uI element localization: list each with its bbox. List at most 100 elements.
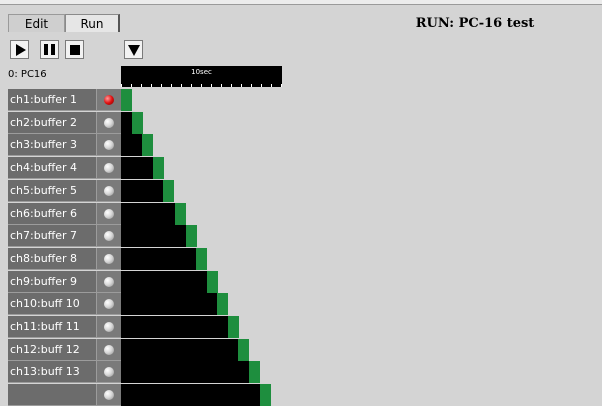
status-led-off-icon: [104, 231, 114, 242]
timeline-tick: [251, 84, 252, 87]
channel-row[interactable]: ch12:buff 12: [8, 338, 121, 361]
timeline-ruler[interactable]: 10sec: [121, 66, 282, 87]
status-led-off-icon: [104, 208, 114, 219]
channel-led-cell[interactable]: [96, 134, 121, 157]
buffer-fill-bar: [121, 134, 142, 157]
pause-button[interactable]: [40, 40, 59, 59]
channel-row[interactable]: ch11:buff 11: [8, 316, 121, 338]
buffer-indicator: [207, 270, 218, 293]
status-led-off-icon: [104, 322, 114, 332]
timeline-tick: [261, 84, 262, 87]
status-led-off-icon: [104, 253, 114, 264]
buffer-indicator: [228, 316, 239, 338]
timeline-tick: [141, 84, 142, 87]
channel-label[interactable]: ch7:buffer 7: [8, 225, 96, 248]
buffer-fill-bar: [121, 293, 217, 316]
channel-led-cell[interactable]: [96, 247, 121, 270]
channel-row[interactable]: ch7:buffer 7: [8, 225, 121, 248]
buffer-fill-bar: [121, 316, 228, 338]
channel-label[interactable]: ch8:buffer 8: [8, 247, 96, 270]
channel-label[interactable]: [8, 384, 96, 406]
channel-led-cell[interactable]: [96, 179, 121, 202]
buffer-indicator: [186, 225, 197, 248]
timeline-tick: [201, 84, 202, 87]
timeline-tick: [151, 84, 152, 87]
channel-label[interactable]: ch11:buff 11: [8, 316, 96, 338]
timeline-tick: [211, 84, 212, 87]
channel-label[interactable]: ch12:buff 12: [8, 338, 96, 361]
status-led-off-icon: [104, 367, 114, 378]
timeline-tick: [281, 84, 282, 87]
timeline-tick: [181, 84, 182, 87]
channel-led-cell[interactable]: [96, 338, 121, 361]
stop-icon: [69, 44, 80, 55]
channel-label[interactable]: ch4:buffer 4: [8, 157, 96, 180]
channel-led-cell[interactable]: [96, 111, 121, 134]
channel-row[interactable]: ch4:buffer 4: [8, 157, 121, 180]
channel-row[interactable]: ch10:buff 10: [8, 293, 121, 316]
timeline-tick: [161, 84, 162, 87]
buffer-indicator: [238, 338, 249, 361]
channel-led-cell[interactable]: [96, 384, 121, 406]
status-led-off-icon: [104, 117, 114, 128]
buffer-fill-bar: [121, 225, 186, 248]
channel-led-cell[interactable]: [96, 89, 121, 111]
status-led-off-icon: [104, 344, 114, 355]
buffer-fill-bar: [121, 157, 153, 180]
buffer-fill-bar: [121, 338, 238, 361]
channel-label[interactable]: ch3:buffer 3: [8, 134, 96, 157]
status-led-off-icon: [104, 390, 114, 401]
play-icon: [15, 43, 26, 56]
play-button[interactable]: [10, 40, 29, 59]
channel-label[interactable]: ch5:buffer 5: [8, 179, 96, 202]
timeline-tick: [191, 84, 192, 87]
channel-row[interactable]: ch9:buffer 9: [8, 270, 121, 293]
buffer-indicator: [196, 247, 207, 270]
timeline-scale-label: 10sec: [191, 68, 212, 76]
channel-row[interactable]: [8, 384, 121, 406]
status-led-off-icon: [104, 276, 114, 287]
buffer-fill-bar: [121, 361, 249, 384]
timeline-tick: [121, 84, 122, 87]
timeline-tick: [231, 84, 232, 87]
page-title: RUN: PC-16 test: [415, 16, 535, 31]
buffer-indicator: [153, 157, 164, 180]
status-led-off-icon: [104, 299, 114, 310]
channel-row[interactable]: ch1:buffer 1: [8, 89, 121, 111]
buffer-indicator: [163, 179, 174, 202]
channel-label[interactable]: ch10:buff 10: [8, 293, 96, 316]
channel-label[interactable]: ch9:buffer 9: [8, 270, 96, 293]
channel-led-cell[interactable]: [96, 270, 121, 293]
timeline-tick: [241, 84, 242, 87]
window-top-border: [0, 0, 602, 5]
triangle-down-icon: [127, 45, 140, 56]
channel-row[interactable]: ch3:buffer 3: [8, 134, 121, 157]
buffer-indicator: [121, 89, 132, 111]
channel-label[interactable]: ch1:buffer 1: [8, 89, 96, 111]
buffer-fill-bar: [121, 270, 207, 293]
channel-led-cell[interactable]: [96, 361, 121, 384]
status-led-off-icon: [104, 140, 114, 151]
stop-button[interactable]: [65, 40, 84, 59]
channel-row[interactable]: ch8:buffer 8: [8, 247, 121, 270]
tab-run[interactable]: Run: [65, 14, 120, 32]
channel-led-cell[interactable]: [96, 293, 121, 316]
buffer-indicator: [217, 293, 228, 316]
channel-led-cell[interactable]: [96, 225, 121, 248]
channel-row[interactable]: ch2:buffer 2: [8, 111, 121, 134]
channel-row[interactable]: ch13:buff 13: [8, 361, 121, 384]
buffer-indicator: [142, 134, 153, 157]
channel-row[interactable]: ch5:buffer 5: [8, 179, 121, 202]
channel-row[interactable]: ch6:buffer 6: [8, 202, 121, 225]
channel-label[interactable]: ch6:buffer 6: [8, 202, 96, 225]
channel-led-cell[interactable]: [96, 202, 121, 225]
status-led-off-icon: [104, 163, 114, 174]
buffer-fill-bar: [121, 247, 196, 270]
buffer-fill-bar: [121, 202, 175, 225]
dropdown-button[interactable]: [124, 40, 143, 59]
tab-edit[interactable]: Edit: [8, 14, 65, 32]
channel-led-cell[interactable]: [96, 316, 121, 338]
channel-led-cell[interactable]: [96, 157, 121, 180]
channel-label[interactable]: ch13:buff 13: [8, 361, 96, 384]
channel-label[interactable]: ch2:buffer 2: [8, 111, 96, 134]
